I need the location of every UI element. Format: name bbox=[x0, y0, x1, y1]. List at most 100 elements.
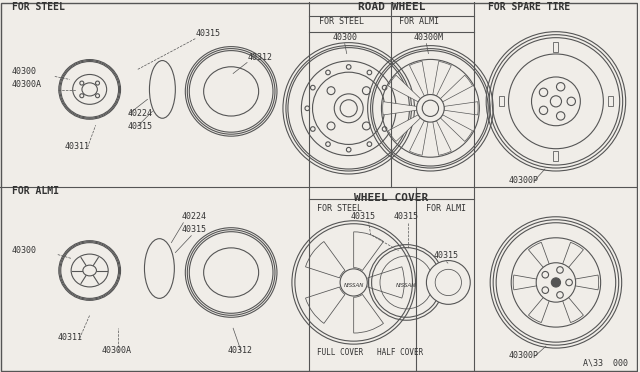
Circle shape bbox=[540, 106, 548, 115]
Wedge shape bbox=[305, 287, 345, 323]
Text: FOR STEEL: FOR STEEL bbox=[12, 2, 65, 12]
Circle shape bbox=[532, 77, 580, 126]
Circle shape bbox=[542, 287, 548, 294]
Text: FOR ALMI: FOR ALMI bbox=[426, 204, 467, 213]
Text: 40315: 40315 bbox=[394, 212, 419, 221]
Circle shape bbox=[557, 112, 565, 120]
Wedge shape bbox=[388, 75, 420, 102]
Wedge shape bbox=[561, 242, 584, 270]
Text: 40315: 40315 bbox=[195, 29, 220, 38]
Text: NISSAN: NISSAN bbox=[344, 283, 364, 288]
Circle shape bbox=[367, 142, 372, 147]
Wedge shape bbox=[440, 75, 472, 102]
Text: 40315: 40315 bbox=[433, 251, 458, 260]
Circle shape bbox=[334, 94, 363, 123]
Text: 40311: 40311 bbox=[58, 333, 83, 342]
Wedge shape bbox=[388, 115, 420, 141]
Wedge shape bbox=[529, 295, 550, 323]
Circle shape bbox=[382, 127, 387, 131]
Text: 40300A: 40300A bbox=[102, 346, 132, 355]
Circle shape bbox=[346, 147, 351, 152]
Circle shape bbox=[310, 85, 315, 90]
Text: FOR ALMI: FOR ALMI bbox=[12, 186, 59, 196]
Wedge shape bbox=[433, 61, 451, 96]
Text: 40300P: 40300P bbox=[508, 351, 538, 360]
Text: 40224: 40224 bbox=[127, 109, 152, 118]
Circle shape bbox=[536, 263, 575, 302]
Circle shape bbox=[80, 94, 84, 98]
Ellipse shape bbox=[71, 254, 108, 287]
Circle shape bbox=[557, 292, 563, 298]
Wedge shape bbox=[561, 295, 584, 323]
Text: 40300: 40300 bbox=[12, 246, 37, 254]
Circle shape bbox=[551, 278, 561, 287]
Circle shape bbox=[557, 267, 563, 273]
Circle shape bbox=[550, 96, 561, 107]
Circle shape bbox=[326, 70, 330, 75]
Wedge shape bbox=[305, 241, 345, 278]
Wedge shape bbox=[440, 115, 472, 141]
Text: HALF COVER: HALF COVER bbox=[376, 348, 423, 357]
Text: 40311: 40311 bbox=[65, 142, 90, 151]
Circle shape bbox=[426, 260, 470, 304]
Wedge shape bbox=[410, 61, 428, 96]
Text: 40300P: 40300P bbox=[508, 176, 538, 185]
Text: 40300: 40300 bbox=[333, 33, 358, 42]
Text: FOR STEEL: FOR STEEL bbox=[317, 204, 362, 213]
Circle shape bbox=[540, 88, 548, 96]
Text: 40312: 40312 bbox=[247, 52, 272, 61]
Text: FOR ALMI: FOR ALMI bbox=[399, 17, 438, 26]
Text: 40300: 40300 bbox=[12, 67, 37, 77]
Text: A\33  000: A\33 000 bbox=[583, 358, 628, 367]
Text: FULL COVER: FULL COVER bbox=[317, 348, 363, 357]
Circle shape bbox=[305, 106, 310, 110]
Circle shape bbox=[382, 85, 387, 90]
Wedge shape bbox=[383, 102, 417, 115]
Text: FOR STEEL: FOR STEEL bbox=[319, 17, 364, 26]
Circle shape bbox=[95, 81, 100, 85]
Circle shape bbox=[80, 81, 84, 85]
Ellipse shape bbox=[73, 74, 107, 104]
Wedge shape bbox=[354, 232, 383, 270]
Circle shape bbox=[327, 122, 335, 130]
Circle shape bbox=[95, 94, 100, 98]
Circle shape bbox=[557, 83, 565, 91]
Wedge shape bbox=[354, 294, 383, 333]
Bar bbox=[608, 96, 613, 106]
Wedge shape bbox=[410, 121, 428, 155]
Wedge shape bbox=[529, 242, 550, 270]
Wedge shape bbox=[572, 275, 598, 290]
Circle shape bbox=[326, 142, 330, 147]
Circle shape bbox=[310, 127, 315, 131]
Bar bbox=[554, 42, 559, 52]
Text: 40300M: 40300M bbox=[413, 33, 444, 42]
Bar bbox=[499, 96, 504, 106]
Wedge shape bbox=[444, 102, 478, 115]
Text: 40315: 40315 bbox=[127, 122, 152, 131]
Circle shape bbox=[346, 65, 351, 69]
Text: 40224: 40224 bbox=[181, 212, 206, 221]
Circle shape bbox=[566, 279, 572, 286]
Circle shape bbox=[327, 87, 335, 94]
Text: 40315: 40315 bbox=[351, 212, 376, 221]
Circle shape bbox=[340, 269, 367, 296]
Circle shape bbox=[367, 70, 372, 75]
Circle shape bbox=[362, 87, 371, 94]
Ellipse shape bbox=[150, 61, 175, 118]
Text: ROAD WHEEL: ROAD WHEEL bbox=[358, 2, 426, 12]
Circle shape bbox=[417, 94, 444, 122]
Ellipse shape bbox=[145, 239, 174, 298]
Text: NISSAN: NISSAN bbox=[396, 283, 417, 288]
Text: 40300A: 40300A bbox=[12, 80, 42, 89]
Text: FOR SPARE TIRE: FOR SPARE TIRE bbox=[488, 2, 570, 12]
Text: WHEEL COVER: WHEEL COVER bbox=[355, 193, 429, 203]
Bar bbox=[554, 151, 559, 161]
Circle shape bbox=[542, 272, 548, 278]
Circle shape bbox=[388, 106, 392, 110]
Circle shape bbox=[362, 122, 371, 130]
Text: 40315: 40315 bbox=[181, 225, 206, 234]
Text: 40312: 40312 bbox=[227, 346, 252, 355]
Wedge shape bbox=[513, 275, 540, 290]
Wedge shape bbox=[368, 267, 404, 298]
Wedge shape bbox=[433, 121, 451, 155]
